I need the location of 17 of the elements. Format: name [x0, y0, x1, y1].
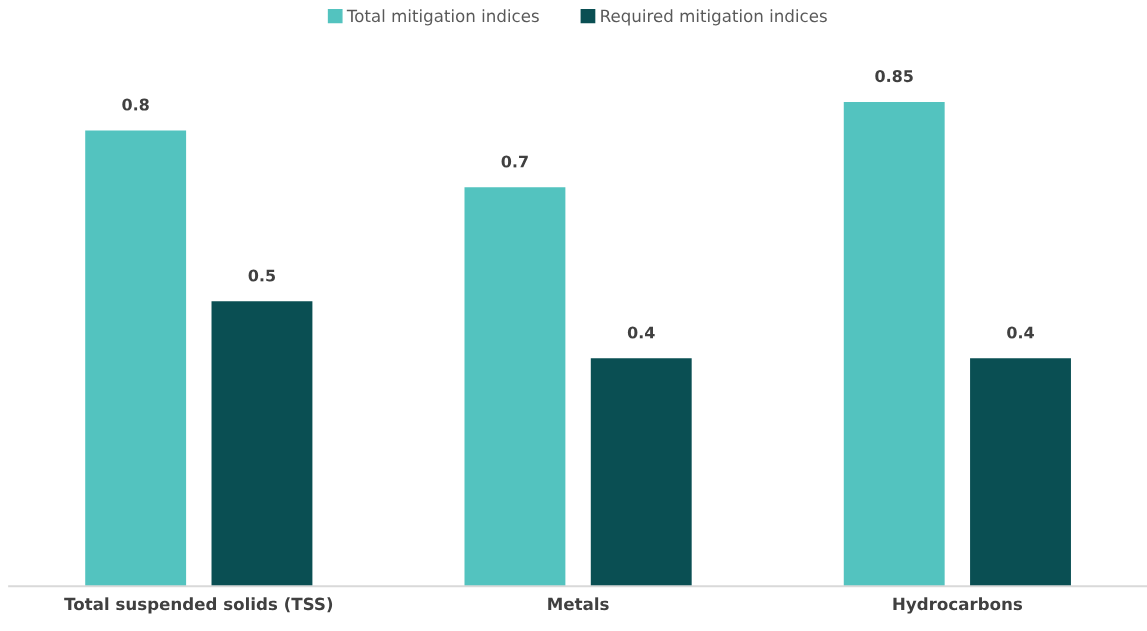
bar [211, 301, 313, 587]
data-label: 0.85 [875, 70, 913, 83]
bar [85, 130, 187, 587]
legend-label: Total mitigation indices [346, 9, 539, 26]
bar [464, 187, 566, 587]
x-tick-label: Metals [548, 597, 609, 611]
x-tick-label: Total suspended solids (TSS) [64, 597, 333, 614]
bar [970, 358, 1071, 587]
legend-label: Required mitigation indices [601, 9, 827, 26]
x-tick-label: Hydrocarbons [893, 597, 1023, 614]
bar [590, 358, 692, 587]
data-label: 0.8 [122, 98, 149, 111]
data-label: 0.7 [501, 155, 528, 168]
data-label: 0.4 [627, 326, 655, 339]
bar [843, 101, 945, 587]
data-label: 0.4 [1007, 326, 1034, 339]
data-label: 0.5 [248, 269, 275, 282]
